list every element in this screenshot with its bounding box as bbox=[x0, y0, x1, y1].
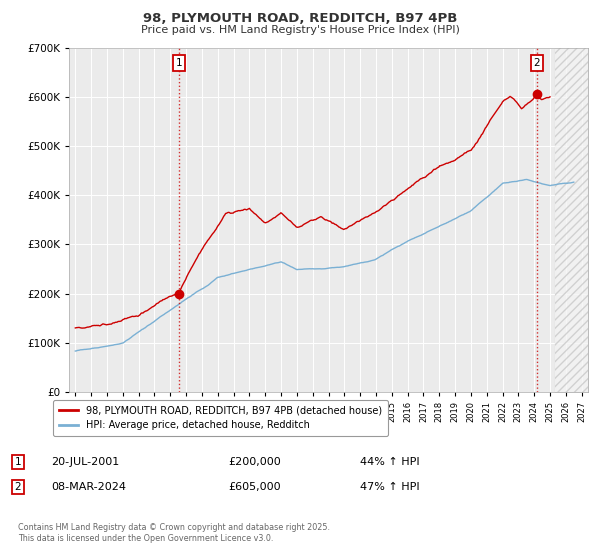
Bar bbox=[555, 48, 588, 392]
Text: 44% ↑ HPI: 44% ↑ HPI bbox=[360, 457, 419, 467]
Text: £605,000: £605,000 bbox=[228, 482, 281, 492]
Text: 47% ↑ HPI: 47% ↑ HPI bbox=[360, 482, 419, 492]
Text: 1: 1 bbox=[176, 58, 182, 68]
Text: 98, PLYMOUTH ROAD, REDDITCH, B97 4PB: 98, PLYMOUTH ROAD, REDDITCH, B97 4PB bbox=[143, 12, 457, 25]
Text: £200,000: £200,000 bbox=[228, 457, 281, 467]
Text: Price paid vs. HM Land Registry's House Price Index (HPI): Price paid vs. HM Land Registry's House … bbox=[140, 25, 460, 35]
Text: 2: 2 bbox=[534, 58, 541, 68]
Text: 2: 2 bbox=[14, 482, 22, 492]
Text: Contains HM Land Registry data © Crown copyright and database right 2025.
This d: Contains HM Land Registry data © Crown c… bbox=[18, 524, 330, 543]
Text: 08-MAR-2024: 08-MAR-2024 bbox=[51, 482, 126, 492]
Text: 1: 1 bbox=[14, 457, 22, 467]
Text: 20-JUL-2001: 20-JUL-2001 bbox=[51, 457, 119, 467]
Legend: 98, PLYMOUTH ROAD, REDDITCH, B97 4PB (detached house), HPI: Average price, detac: 98, PLYMOUTH ROAD, REDDITCH, B97 4PB (de… bbox=[53, 400, 388, 436]
